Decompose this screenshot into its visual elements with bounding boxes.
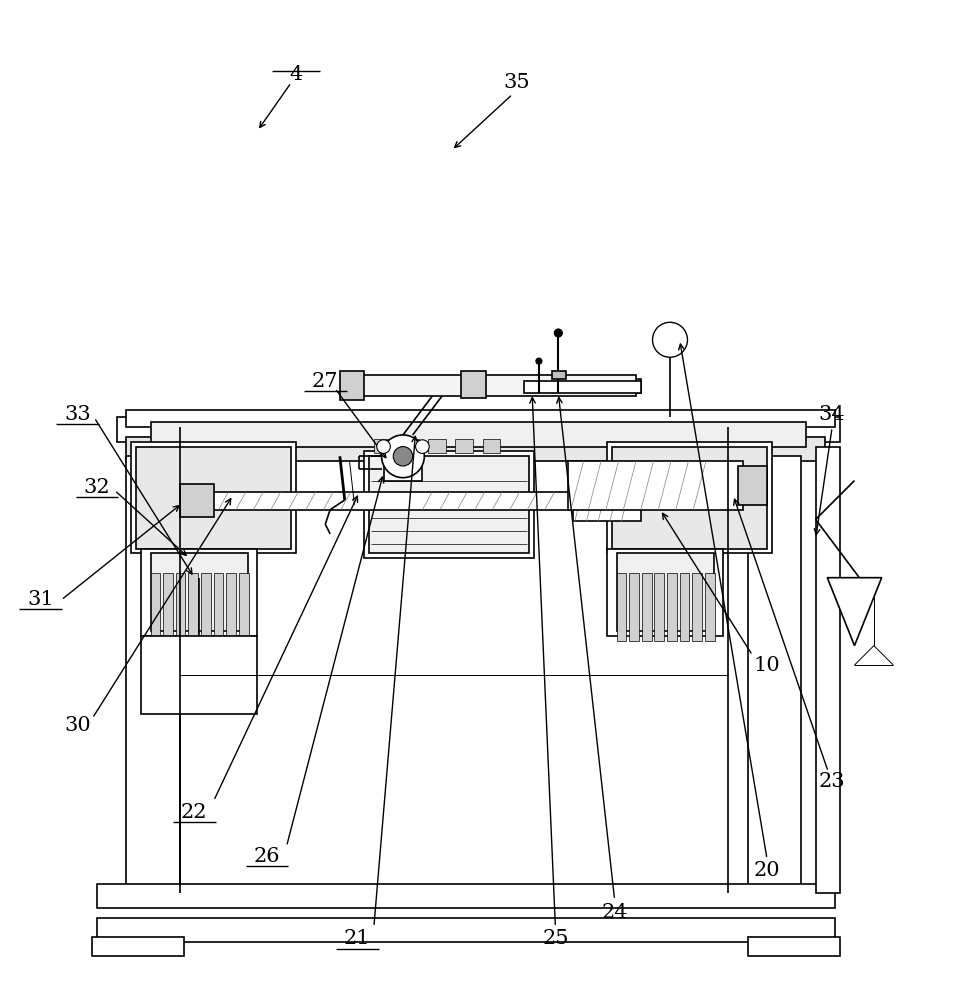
Bar [667, 573, 677, 641]
Bar [239, 573, 249, 641]
Bar [461, 371, 486, 398]
Text: 27: 27 [312, 372, 339, 391]
Text: 35: 35 [503, 73, 530, 92]
Bar [176, 573, 185, 641]
Bar [350, 379, 641, 393]
Bar [151, 553, 248, 631]
Bar [705, 573, 715, 641]
Text: 4: 4 [289, 65, 303, 84]
Circle shape [382, 435, 424, 478]
Bar [568, 461, 743, 510]
Bar [131, 442, 296, 553]
Bar [738, 466, 767, 505]
Bar [163, 573, 173, 641]
Text: 24: 24 [601, 903, 628, 922]
Circle shape [377, 440, 390, 453]
Bar [226, 573, 236, 641]
Circle shape [820, 686, 836, 702]
Bar [428, 439, 446, 453]
Circle shape [653, 322, 687, 357]
Text: 33: 33 [64, 405, 91, 424]
Bar [180, 484, 214, 517]
Bar [654, 573, 664, 641]
Bar [384, 456, 422, 481]
Text: 30: 30 [64, 716, 91, 735]
Bar [607, 549, 723, 636]
Bar [117, 417, 840, 442]
Bar [607, 442, 772, 553]
Bar [524, 381, 641, 393]
Bar [189, 492, 597, 510]
Text: 32: 32 [84, 478, 111, 497]
Circle shape [820, 764, 836, 780]
Bar [629, 573, 639, 641]
Bar [97, 918, 835, 942]
Text: 20: 20 [753, 861, 781, 880]
Circle shape [416, 440, 429, 453]
Polygon shape [827, 578, 882, 646]
Bar [354, 375, 636, 396]
Text: 22: 22 [181, 803, 208, 822]
Text: 34: 34 [819, 405, 846, 424]
Bar [816, 447, 840, 893]
Bar [483, 439, 500, 453]
Bar [369, 456, 529, 553]
Text: 21: 21 [344, 929, 371, 948]
Bar [126, 456, 180, 893]
Circle shape [554, 329, 562, 337]
Bar [455, 439, 473, 453]
Bar [92, 937, 184, 956]
Bar [552, 371, 566, 379]
Bar [214, 573, 223, 641]
Bar [401, 439, 419, 453]
Bar [617, 553, 714, 631]
Bar [364, 451, 534, 558]
Text: 26: 26 [253, 847, 281, 866]
Text: 31: 31 [27, 590, 54, 609]
Circle shape [393, 447, 413, 466]
Bar [126, 437, 825, 461]
Circle shape [666, 416, 674, 423]
Bar [748, 937, 840, 956]
Bar [340, 371, 364, 400]
Bar [151, 422, 806, 447]
Bar [188, 573, 198, 641]
Circle shape [536, 358, 542, 364]
Bar [126, 410, 835, 427]
Bar [136, 447, 291, 549]
Circle shape [346, 380, 357, 391]
Bar [201, 573, 211, 641]
Circle shape [820, 725, 836, 741]
Bar [97, 884, 835, 908]
Text: 23: 23 [819, 772, 846, 791]
Bar [612, 447, 767, 549]
Bar [748, 456, 801, 893]
Bar [141, 636, 257, 714]
Text: 10: 10 [753, 656, 781, 675]
Circle shape [363, 380, 375, 391]
Text: 25: 25 [542, 929, 569, 948]
Bar [141, 549, 257, 636]
Bar [573, 483, 641, 521]
Bar [151, 573, 160, 641]
Bar [617, 573, 626, 641]
Bar [374, 439, 391, 453]
Bar [680, 573, 689, 641]
Bar [642, 573, 652, 641]
Bar [692, 573, 702, 641]
